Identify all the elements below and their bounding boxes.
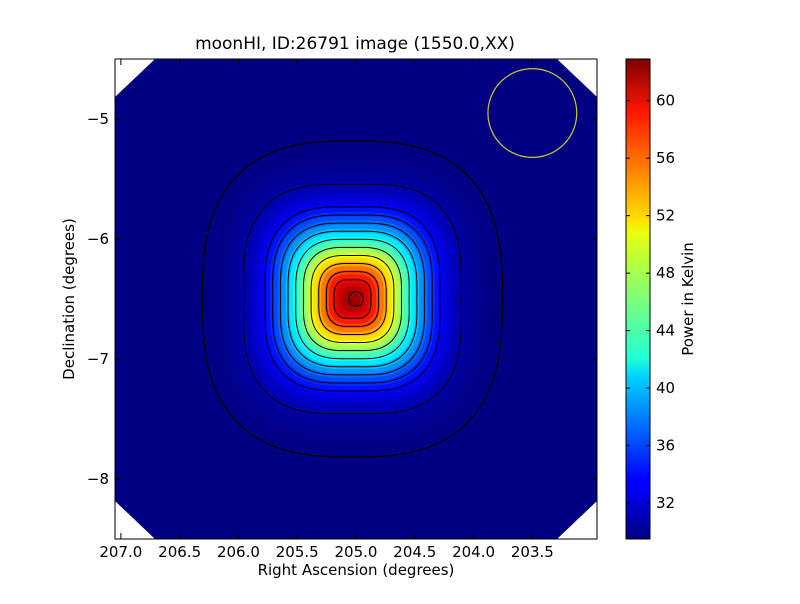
x-tick-label: 205.0	[335, 543, 378, 561]
x-tick-label: 203.5	[511, 543, 554, 561]
field-edge-mask	[115, 59, 155, 97]
heatmap-band	[348, 294, 357, 304]
x-tick-label: 206.0	[217, 543, 260, 561]
field-edge-mask	[115, 501, 155, 539]
heatmap-image	[115, 59, 597, 539]
source-marker	[348, 291, 364, 307]
contour-line	[333, 279, 372, 319]
chart-title: moonHI, ID:26791 image (1550.0,XX)	[195, 34, 515, 54]
contour-line	[318, 263, 387, 335]
colorbar-ticks: 32 36 40 44 48 52 56 60	[626, 92, 675, 512]
contour-line	[279, 222, 426, 376]
colorbar-tick-label: 56	[656, 149, 675, 167]
x-tick-label: 204.0	[452, 543, 495, 561]
colorbar-frame	[625, 58, 651, 540]
contour-line	[287, 230, 418, 368]
colorbar-tick-label: 40	[656, 379, 675, 397]
markers	[348, 67, 578, 307]
x-tick-label: 205.5	[276, 543, 319, 561]
contour-line	[302, 246, 403, 352]
colorbar-tick-label: 32	[656, 494, 675, 512]
contour-line	[201, 140, 504, 458]
contour-line	[264, 206, 441, 392]
y-tick-label: −8	[87, 470, 109, 488]
y-tick-label: −5	[87, 110, 109, 128]
colorbar	[626, 59, 650, 539]
x-axis-label: Right Ascension (degrees)	[257, 561, 455, 579]
field-edge-mask	[557, 501, 597, 539]
contour-line	[272, 214, 433, 384]
contour-line	[310, 254, 395, 344]
contour-line	[295, 238, 410, 360]
contour-lines	[201, 140, 504, 458]
colorbar-tick-label: 60	[656, 92, 675, 110]
x-tick-label: 206.5	[158, 543, 201, 561]
colorbar-tick-label: 52	[656, 207, 675, 225]
colorbar-tick-label: 44	[656, 322, 675, 340]
x-tick-label: 204.5	[393, 543, 436, 561]
x-tick-label: 207.0	[99, 543, 142, 561]
colorbar-label: Power in Kelvin	[679, 242, 697, 356]
y-tick-label: −7	[87, 350, 109, 368]
contour-line	[243, 183, 462, 415]
field-edge-mask	[557, 59, 597, 97]
y-axis-ticks: −5 −6 −7 −8	[87, 110, 597, 488]
x-axis-ticks: 207.0 206.5 206.0 205.5 205.0 204.5 204.0 203.5	[99, 59, 554, 561]
y-axis-label: Declination (degrees)	[60, 218, 78, 380]
y-tick-label: −6	[87, 230, 109, 248]
colorbar-tick-label: 36	[656, 437, 675, 455]
contour-line	[325, 271, 379, 327]
beam-circle	[487, 67, 578, 159]
colorbar-tick-label: 48	[656, 264, 675, 282]
